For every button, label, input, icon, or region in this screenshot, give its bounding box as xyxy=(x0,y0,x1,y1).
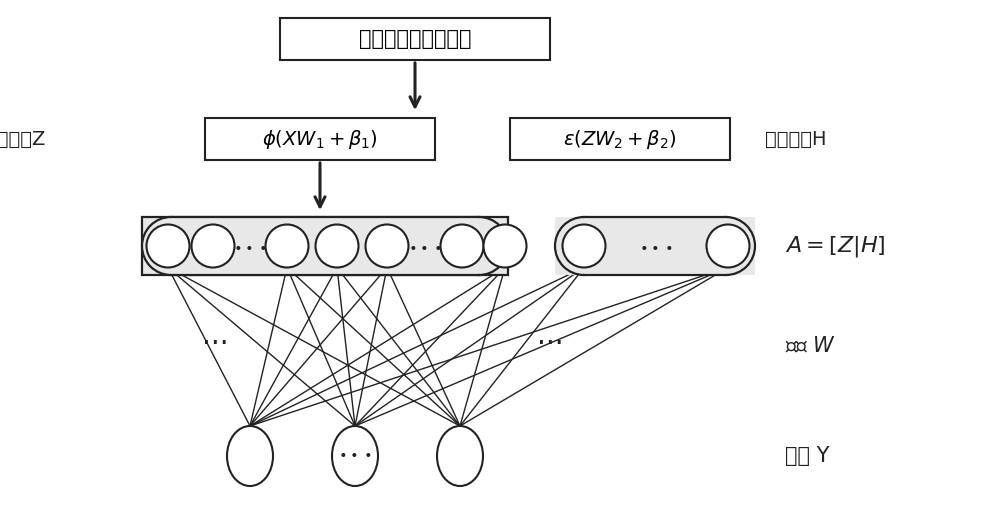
Circle shape xyxy=(266,224,308,267)
Text: 权重 $W$: 权重 $W$ xyxy=(785,336,836,356)
Ellipse shape xyxy=(697,217,755,275)
Ellipse shape xyxy=(332,426,378,486)
Text: $\bullet\bullet\bullet$: $\bullet\bullet\bullet$ xyxy=(338,446,372,460)
Text: $\bullet\bullet\bullet$: $\bullet\bullet\bullet$ xyxy=(233,239,267,253)
Ellipse shape xyxy=(450,217,508,275)
Circle shape xyxy=(484,224,526,267)
Ellipse shape xyxy=(555,217,613,275)
Circle shape xyxy=(146,224,190,267)
Ellipse shape xyxy=(227,426,273,486)
Text: 输出 Y: 输出 Y xyxy=(785,446,830,466)
Text: $\phi(XW_1 + \beta_1)$: $\phi(XW_1 + \beta_1)$ xyxy=(262,128,378,151)
Text: 特征节点Z: 特征节点Z xyxy=(0,129,45,149)
Text: $\bullet\bullet\bullet$: $\bullet\bullet\bullet$ xyxy=(639,239,673,253)
Circle shape xyxy=(440,224,484,267)
FancyBboxPatch shape xyxy=(142,217,508,275)
Bar xyxy=(510,118,730,160)
Circle shape xyxy=(706,224,750,267)
Ellipse shape xyxy=(142,217,200,275)
Circle shape xyxy=(192,224,234,267)
Bar xyxy=(555,217,755,275)
Text: 检测到的车速和车流: 检测到的车速和车流 xyxy=(359,29,471,49)
Bar xyxy=(584,217,726,275)
Circle shape xyxy=(562,224,606,267)
Bar xyxy=(205,118,435,160)
Text: $A=[Z|H]$: $A=[Z|H]$ xyxy=(785,234,886,259)
Text: ...: ... xyxy=(537,322,563,350)
Text: 增强节点H: 增强节点H xyxy=(765,129,826,149)
Text: $\varepsilon(ZW_2 + \beta_2)$: $\varepsilon(ZW_2 + \beta_2)$ xyxy=(563,128,677,151)
Text: ...: ... xyxy=(202,322,228,350)
Circle shape xyxy=(316,224,358,267)
Circle shape xyxy=(366,224,409,267)
Bar xyxy=(171,217,479,275)
Ellipse shape xyxy=(437,426,483,486)
Text: $\bullet\bullet\bullet$: $\bullet\bullet\bullet$ xyxy=(408,239,442,253)
Bar xyxy=(280,18,550,60)
